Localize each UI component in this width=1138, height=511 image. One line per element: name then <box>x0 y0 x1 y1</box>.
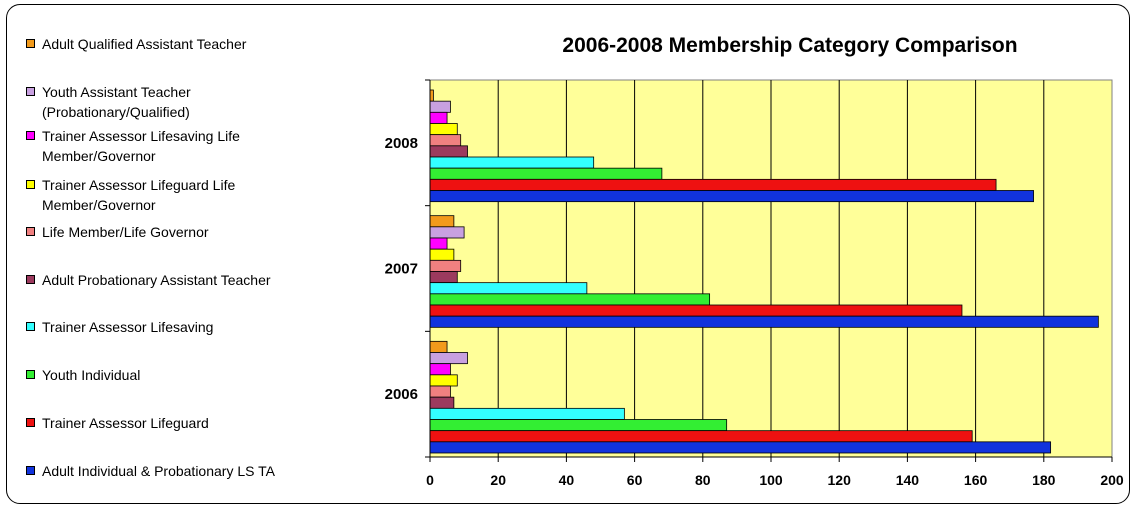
legend-item: Adult Probationary Assistant Teacher <box>26 270 362 290</box>
legend-swatch-9 <box>26 466 35 475</box>
bar <box>429 89 434 102</box>
bar <box>429 190 1034 203</box>
x-tick-label: 40 <box>559 472 575 488</box>
bar <box>429 100 451 113</box>
y-tick-label: 2007 <box>385 261 418 278</box>
bar <box>429 271 458 284</box>
legend-label: Trainer Assessor Lifesaving Life Member/… <box>42 128 240 164</box>
legend-label: Youth Assistant Teacher (Probationary/Qu… <box>42 84 191 120</box>
bar <box>429 419 728 432</box>
legend-swatch-8 <box>26 418 35 427</box>
bar <box>429 178 997 191</box>
x-tick-label: 160 <box>964 472 988 488</box>
bar <box>429 156 595 169</box>
bar <box>429 441 1052 454</box>
bar <box>429 315 1099 328</box>
legend-item: Adult Individual & Probationary LS TA <box>26 461 362 481</box>
legend-item: Trainer Assessor Lifesaving <box>26 317 362 337</box>
legend-item: Trainer Assessor Lifeguard Life Member/G… <box>26 175 312 215</box>
bar <box>429 215 455 228</box>
legend-label: Youth Individual <box>42 367 141 383</box>
legend-swatch-7 <box>26 370 35 379</box>
legend-swatch-0 <box>26 39 35 48</box>
bar <box>429 237 448 250</box>
bar <box>429 167 663 180</box>
x-tick-label: 140 <box>896 472 920 488</box>
y-tick-label: 2006 <box>385 386 418 403</box>
bar <box>429 407 625 420</box>
legend-swatch-6 <box>26 322 35 331</box>
legend: Adult Qualified Assistant Teacher Youth … <box>26 0 366 511</box>
legend-swatch-2 <box>26 131 35 140</box>
legend-swatch-4 <box>26 227 35 236</box>
bar <box>429 248 455 261</box>
bar <box>429 374 458 387</box>
legend-label: Adult Probationary Assistant Teacher <box>42 272 271 288</box>
x-tick-label: 200 <box>1100 472 1124 488</box>
bar <box>429 304 963 317</box>
bar <box>429 134 462 147</box>
bar <box>429 385 451 398</box>
bar <box>429 145 468 158</box>
legend-item: Trainer Assessor Lifeguard <box>26 413 362 433</box>
bar <box>429 123 458 136</box>
x-tick-label: 80 <box>695 472 711 488</box>
bar <box>429 363 451 376</box>
legend-item: Youth Assistant Teacher (Probationary/Qu… <box>26 82 312 122</box>
legend-item: Adult Qualified Assistant Teacher <box>26 34 362 54</box>
legend-swatch-5 <box>26 275 35 284</box>
bar <box>429 293 711 306</box>
x-tick-label: 120 <box>828 472 852 488</box>
bar <box>429 340 448 353</box>
bar <box>429 259 462 272</box>
bar <box>429 396 455 409</box>
legend-label: Trainer Assessor Lifesaving <box>42 319 214 335</box>
legend-label: Adult Qualified Assistant Teacher <box>42 36 247 52</box>
bar <box>429 352 468 365</box>
x-tick-label: 20 <box>490 472 506 488</box>
y-tick-label: 2008 <box>385 135 418 152</box>
bar <box>429 282 588 295</box>
chart-title: 2006-2008 Membership Category Comparison <box>562 34 1018 57</box>
legend-swatch-3 <box>26 180 35 189</box>
x-tick-label: 0 <box>426 472 434 488</box>
legend-label: Adult Individual & Probationary LS TA <box>42 463 275 479</box>
x-tick-label: 60 <box>627 472 643 488</box>
bar <box>429 226 465 239</box>
legend-label: Trainer Assessor Lifeguard Life Member/G… <box>42 177 236 213</box>
bar <box>429 111 448 124</box>
x-tick-label: 180 <box>1032 472 1056 488</box>
legend-item: Life Member/Life Governor <box>26 222 362 242</box>
legend-item: Trainer Assessor Lifesaving Life Member/… <box>26 126 312 166</box>
bar <box>429 430 973 443</box>
x-tick-label: 100 <box>759 472 783 488</box>
legend-label: Trainer Assessor Lifeguard <box>42 415 209 431</box>
legend-label: Life Member/Life Governor <box>42 224 209 240</box>
legend-item: Youth Individual <box>26 365 362 385</box>
legend-swatch-1 <box>26 87 35 96</box>
